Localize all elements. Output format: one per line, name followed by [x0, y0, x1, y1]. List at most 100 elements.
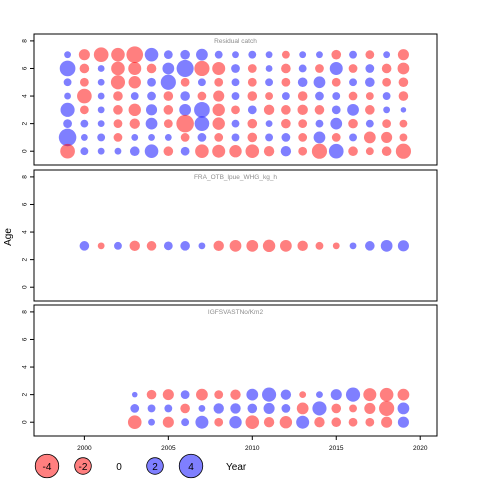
bubble	[365, 50, 375, 60]
bubble	[312, 401, 327, 416]
bubble	[247, 132, 258, 143]
bubble	[382, 92, 391, 100]
bubble	[80, 134, 88, 141]
bubble	[214, 50, 223, 59]
bubble	[246, 239, 259, 252]
x-axis-title: Year	[226, 462, 247, 473]
bubble	[313, 76, 326, 89]
bubble	[147, 91, 156, 101]
bubble	[365, 64, 375, 73]
bubble	[347, 103, 359, 116]
bubble	[263, 104, 275, 116]
bubble	[163, 105, 174, 115]
bubble	[176, 114, 194, 133]
bubble	[265, 65, 273, 72]
bubble	[231, 133, 240, 142]
bubble	[281, 92, 290, 100]
x-tick-label: 2020	[413, 445, 428, 452]
bubble	[148, 134, 155, 141]
bubble	[311, 143, 328, 159]
bubble	[163, 241, 173, 251]
bubble	[331, 105, 341, 115]
bubble	[331, 49, 342, 60]
bubble	[113, 133, 123, 142]
bubble	[348, 118, 358, 129]
bubble	[97, 92, 105, 100]
bubble	[58, 128, 77, 147]
bubble	[296, 402, 309, 415]
bubble	[213, 240, 224, 252]
bubble	[331, 133, 341, 142]
legend-label: 2	[152, 462, 158, 473]
bubble	[97, 147, 105, 155]
bubble	[196, 388, 208, 401]
bubble	[298, 64, 307, 73]
bubble	[380, 239, 393, 252]
bubble	[332, 242, 340, 250]
legend: -4 -2 0 2 4 Year	[34, 453, 247, 479]
bubble	[245, 144, 260, 159]
bubble	[313, 131, 326, 144]
bubble	[127, 415, 142, 429]
bubble	[212, 117, 225, 130]
bubble	[363, 388, 377, 402]
bubble	[316, 51, 323, 59]
x-tick-label: 2005	[161, 445, 176, 452]
bubble	[398, 77, 409, 88]
bubble	[212, 103, 225, 117]
bubble	[332, 92, 341, 100]
bubble	[197, 91, 207, 101]
bubble	[180, 241, 190, 251]
bubble	[146, 63, 157, 74]
bubble	[130, 92, 139, 100]
bubble	[400, 107, 407, 113]
bubble	[281, 133, 291, 142]
y-tick-label: 2	[22, 257, 29, 261]
bubble	[281, 105, 291, 115]
bubble	[265, 133, 273, 142]
bubble	[114, 241, 122, 250]
bubble	[164, 404, 173, 413]
axes-layer: 2000 2005 2010 2015 2020	[77, 436, 428, 452]
bubble	[79, 63, 90, 74]
bubble	[297, 77, 308, 88]
bubble	[265, 92, 273, 100]
bubble	[298, 119, 308, 129]
bubble	[299, 391, 307, 399]
bubble	[331, 77, 341, 87]
bubble	[297, 240, 308, 252]
bubble	[331, 403, 342, 414]
bubble	[397, 388, 410, 401]
bubble	[194, 102, 210, 118]
bubble	[365, 77, 375, 88]
y-tick-label: 0	[22, 420, 29, 424]
bubble	[128, 76, 141, 89]
bubble	[145, 117, 158, 130]
bubble	[163, 146, 174, 157]
bubble	[97, 65, 105, 72]
bubble	[265, 120, 273, 128]
bubble	[349, 78, 357, 87]
legend-label: 0	[116, 462, 122, 473]
bubble	[348, 64, 358, 73]
bubble	[126, 46, 144, 63]
x-tick-label: 2015	[329, 445, 344, 452]
bubble	[381, 63, 392, 74]
bubble	[281, 404, 291, 413]
bubble	[131, 134, 139, 141]
bubble	[348, 417, 358, 427]
bubble	[247, 403, 258, 414]
bubble	[331, 417, 342, 428]
bubble	[365, 241, 375, 251]
bubble	[194, 60, 210, 77]
bubble	[247, 64, 257, 73]
bubble	[64, 51, 71, 59]
y-tick-label: 4	[22, 94, 29, 98]
bubble	[314, 417, 325, 428]
bubble	[214, 133, 224, 142]
bubble	[180, 49, 190, 60]
bubble	[80, 119, 89, 128]
y-tick-label: 8	[22, 39, 29, 43]
bubble	[163, 91, 174, 101]
